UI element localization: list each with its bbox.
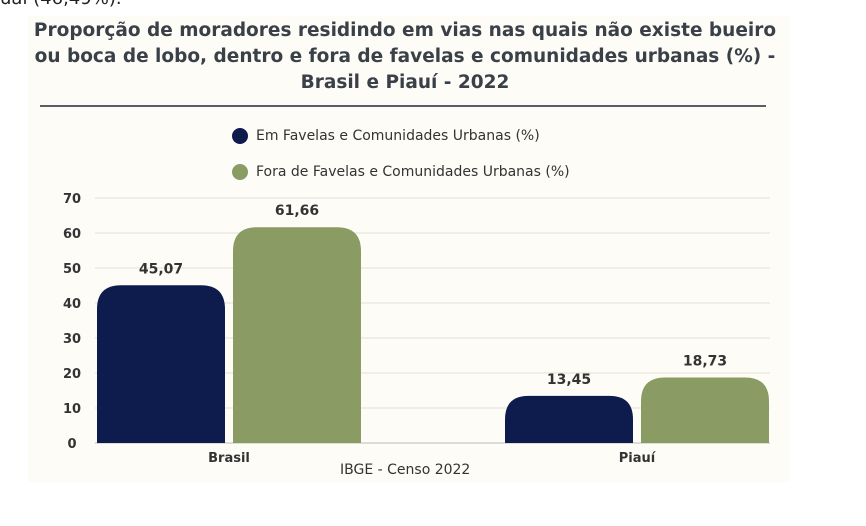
legend-item-fora-favelas: Fora de Favelas e Comunidades Urbanas (%… xyxy=(232,164,570,180)
y-tick-label: 50 xyxy=(63,262,81,277)
bar xyxy=(97,285,225,443)
y-tick-label: 40 xyxy=(63,297,81,312)
y-tick-label: 20 xyxy=(63,367,81,382)
x-tick-label: Brasil xyxy=(208,451,250,466)
data-label: 18,73 xyxy=(683,353,727,369)
bar xyxy=(233,227,361,443)
bar xyxy=(505,395,633,443)
data-label: 13,45 xyxy=(547,372,591,388)
data-label: 45,07 xyxy=(139,261,183,277)
source-note: IBGE - Censo 2022 xyxy=(340,462,471,478)
legend-swatch xyxy=(232,164,248,180)
y-tick-label: 0 xyxy=(67,437,76,452)
legend-label: Em Favelas e Comunidades Urbanas (%) xyxy=(256,128,540,144)
y-tick-label: 70 xyxy=(63,192,81,207)
x-tick-label: Piauí xyxy=(619,451,657,466)
legend-swatch xyxy=(232,128,248,144)
y-tick-label: 10 xyxy=(63,402,81,417)
chart-title: Proporção de moradores residindo em vias… xyxy=(33,20,777,93)
legend-label: Fora de Favelas e Comunidades Urbanas (%… xyxy=(256,164,570,180)
y-tick-label: 30 xyxy=(63,332,81,347)
data-label: 61,66 xyxy=(275,203,319,219)
title-divider xyxy=(40,105,766,107)
cut-off-text: ual (46,49%). xyxy=(0,0,122,9)
bar xyxy=(641,377,769,443)
y-tick-label: 60 xyxy=(63,227,81,242)
legend-item-em-favelas: Em Favelas e Comunidades Urbanas (%) xyxy=(232,128,540,144)
